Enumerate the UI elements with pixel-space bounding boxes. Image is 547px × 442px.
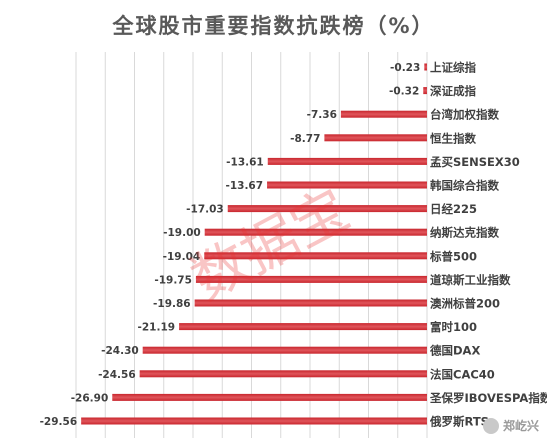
value-label: -19.86: [153, 298, 191, 310]
bar: [424, 63, 427, 71]
category-label: 法国CAC40: [430, 367, 495, 381]
chart-title: 全球股市重要指数抗跌榜（%）: [112, 14, 435, 38]
category-label: 标普500: [429, 249, 477, 263]
logo-text: 郑屹兴: [502, 419, 539, 433]
bar: [204, 252, 427, 260]
value-label: -26.90: [71, 392, 109, 404]
category-label: 澳洲标普200: [430, 297, 500, 311]
category-label: 日经225: [430, 202, 477, 216]
value-label: -17.03: [186, 204, 224, 216]
category-label: 富时100: [430, 320, 477, 334]
bar: [340, 110, 427, 118]
bar: [267, 157, 427, 165]
bar: [194, 299, 427, 307]
value-label: -24.30: [101, 345, 139, 357]
category-label: 深证成指: [430, 84, 476, 98]
value-label: -21.19: [137, 322, 175, 334]
value-label: -8.77: [290, 133, 320, 145]
bar: [267, 181, 427, 189]
bar: [179, 323, 427, 331]
bar: [204, 228, 427, 236]
category-label: 上证综指: [430, 61, 476, 75]
value-label: -13.61: [226, 156, 264, 168]
category-label: 纳斯达克指数: [430, 226, 499, 240]
category-label: 德国DAX: [429, 344, 480, 358]
category-label: 台湾加权指数: [430, 108, 499, 122]
value-label: -7.36: [307, 109, 337, 121]
bar: [195, 275, 427, 283]
value-label: -19.00: [163, 227, 201, 239]
bar: [139, 370, 427, 378]
value-label: -13.67: [225, 180, 263, 192]
bar: [112, 393, 428, 401]
value-label: -24.56: [98, 369, 136, 381]
category-label: 道琼斯工业指数: [430, 273, 511, 287]
category-label: 韩国综合指数: [430, 179, 499, 193]
value-label: -0.23: [390, 62, 420, 74]
value-label: -0.32: [389, 86, 419, 98]
category-label: 圣保罗IBOVESPA指数: [429, 391, 547, 405]
value-label: -29.56: [40, 416, 78, 428]
bar: [423, 87, 427, 95]
bar: [142, 346, 427, 354]
bar: [227, 205, 427, 213]
value-label: -19.75: [154, 274, 192, 286]
wechat-icon: [482, 417, 499, 434]
category-label: 恒生指数: [430, 131, 476, 145]
watermark-text: 数据宝: [181, 177, 360, 313]
bar: [81, 417, 427, 425]
bar: [324, 134, 427, 142]
logo-watermark: 郑屹兴: [482, 417, 539, 434]
category-label: 孟买SENSEX30: [430, 155, 520, 169]
value-label: -19.04: [163, 251, 201, 263]
category-label: 俄罗斯RTS: [429, 415, 489, 429]
